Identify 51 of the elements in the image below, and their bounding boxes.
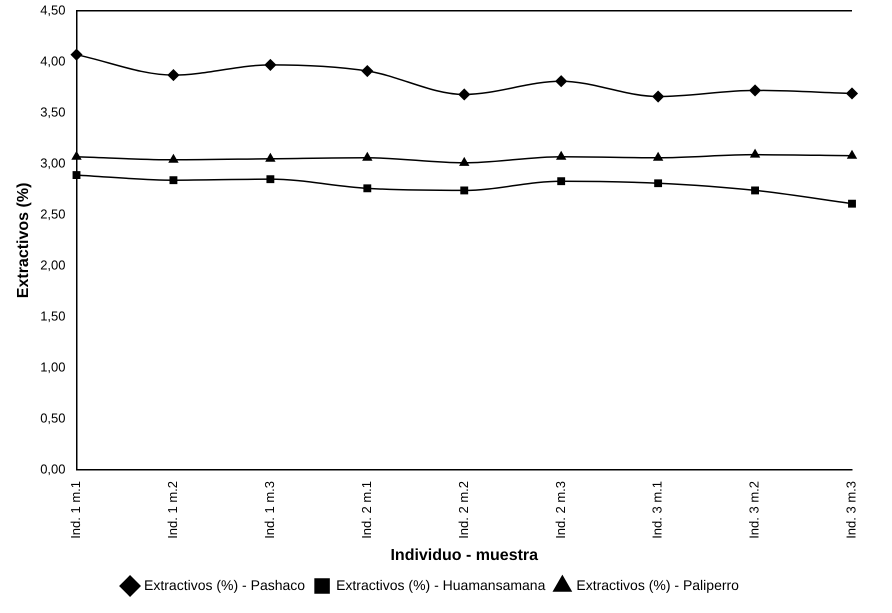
point xyxy=(266,175,274,184)
point xyxy=(72,151,82,160)
y-tick-label: 2,00 xyxy=(40,257,66,272)
legend-label: Extractivos (%) - Paliperro xyxy=(576,576,740,593)
x-tick-label: Ind. 2 m.2 xyxy=(456,480,471,539)
point xyxy=(170,176,178,184)
x-tick-label: Ind. 3 m.3 xyxy=(844,480,859,539)
point xyxy=(654,179,662,188)
point xyxy=(460,186,468,194)
y-tick-label: 4,00 xyxy=(40,53,66,68)
x-tick-label: Ind. 1 m.3 xyxy=(262,480,277,539)
y-tick-label: 3,50 xyxy=(40,104,66,120)
y-tick-label: 3,00 xyxy=(40,155,66,170)
point xyxy=(266,154,276,162)
x-tick-label: Ind. 1 m.1 xyxy=(68,480,84,539)
y-tick-label: 1,00 xyxy=(40,360,66,375)
y-tick-label: 4,50 xyxy=(40,2,66,18)
point xyxy=(846,88,858,100)
y-tick-label: 0,50 xyxy=(40,410,66,426)
legend-label: Extractivos (%) - Pashaco xyxy=(144,576,306,593)
point xyxy=(555,75,567,87)
point xyxy=(168,69,180,81)
point xyxy=(749,84,761,96)
point xyxy=(363,184,372,192)
point xyxy=(556,151,566,160)
point xyxy=(751,186,759,194)
point xyxy=(847,150,857,159)
point xyxy=(72,171,80,180)
point xyxy=(848,200,856,208)
x-tick-label: Ind. 2 m.1 xyxy=(358,480,374,539)
point xyxy=(264,59,276,71)
point xyxy=(168,154,178,163)
y-axis-title: Extractivos (%) xyxy=(15,182,32,298)
point xyxy=(653,152,663,161)
legend-label: Extractivos (%) - Huamansamana xyxy=(336,576,546,593)
point xyxy=(362,65,374,77)
y-tick-label: 1,50 xyxy=(40,308,66,324)
y-tick-label: 0,00 xyxy=(40,462,66,477)
y-tick-label: 2,50 xyxy=(40,206,66,222)
x-tick-label: Ind. 3 m.2 xyxy=(746,480,762,539)
x-tick-label: Ind. 3 m.1 xyxy=(650,480,665,539)
x-tick-label: Ind. 1 m.2 xyxy=(165,480,180,539)
x-axis-title: Individuo - muestra xyxy=(390,546,538,564)
point xyxy=(557,177,566,186)
point xyxy=(750,149,760,158)
point xyxy=(652,90,664,102)
point xyxy=(460,158,469,166)
point xyxy=(362,152,372,161)
point xyxy=(458,88,470,100)
point xyxy=(70,48,82,60)
x-tick-label: Ind. 2 m.3 xyxy=(552,480,568,539)
